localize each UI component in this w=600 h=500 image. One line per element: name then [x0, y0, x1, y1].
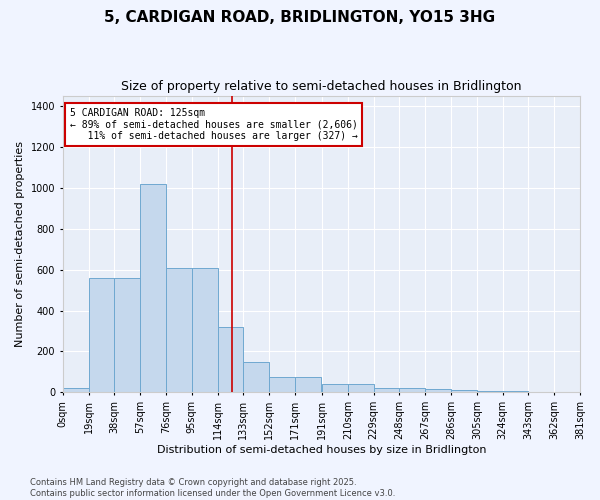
Bar — [451, 390, 477, 392]
Bar — [425, 390, 451, 392]
Y-axis label: Number of semi-detached properties: Number of semi-detached properties — [15, 141, 25, 347]
Bar — [192, 268, 218, 392]
Bar — [374, 388, 400, 392]
Text: 5 CARDIGAN ROAD: 125sqm
← 89% of semi-detached houses are smaller (2,606)
   11%: 5 CARDIGAN ROAD: 125sqm ← 89% of semi-de… — [70, 108, 358, 141]
Title: Size of property relative to semi-detached houses in Bridlington: Size of property relative to semi-detach… — [121, 80, 521, 93]
Bar — [63, 388, 89, 392]
Bar — [269, 377, 295, 392]
Bar — [115, 278, 140, 392]
Bar — [400, 388, 425, 392]
Bar — [477, 391, 503, 392]
Bar — [295, 377, 321, 392]
Bar — [322, 384, 348, 392]
Text: Contains HM Land Registry data © Crown copyright and database right 2025.
Contai: Contains HM Land Registry data © Crown c… — [30, 478, 395, 498]
Bar — [218, 327, 244, 392]
Bar — [89, 278, 115, 392]
Bar — [140, 184, 166, 392]
X-axis label: Distribution of semi-detached houses by size in Bridlington: Distribution of semi-detached houses by … — [157, 445, 486, 455]
Bar — [166, 268, 192, 392]
Bar — [348, 384, 374, 392]
Bar — [244, 362, 269, 392]
Text: 5, CARDIGAN ROAD, BRIDLINGTON, YO15 3HG: 5, CARDIGAN ROAD, BRIDLINGTON, YO15 3HG — [104, 10, 496, 25]
